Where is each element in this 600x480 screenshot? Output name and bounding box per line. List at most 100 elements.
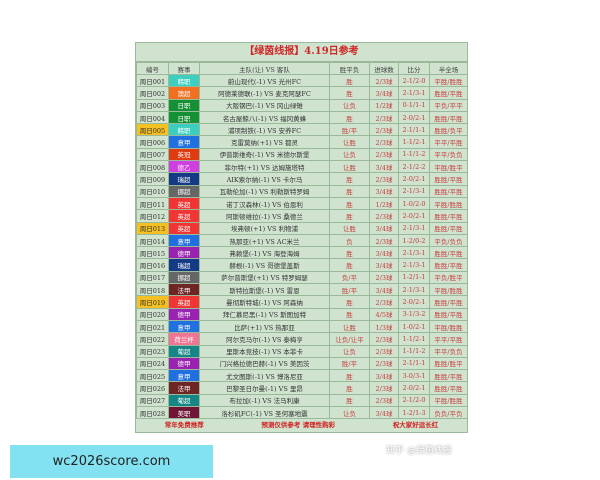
goals-prediction: 3/4球	[369, 160, 399, 174]
result-prediction: 负/平	[329, 270, 370, 285]
halftime-fulltime-prediction: 胜胜/平胜	[429, 369, 468, 383]
match-number: 周日023	[136, 344, 169, 358]
table-row: 周日019 英超 曼彻斯特城(-1) VS 阿森纳胜 2/3球 2-0/2-1 胜胜/平胜	[136, 295, 468, 309]
result-prediction: 胜	[329, 393, 370, 408]
goals-prediction: 2/3球	[369, 123, 399, 137]
match-teams: 赫根(-1) VS 哥德堡盖斯	[199, 258, 330, 272]
column-header: 主队(让) VS 客队	[199, 62, 330, 75]
column-header: 进球数	[369, 62, 399, 75]
league-badge: 英超	[168, 209, 200, 223]
goals-prediction: 2/3球	[369, 233, 399, 248]
table-row: 周日016 瑞超 赫根(-1) VS 哥德堡盖斯胜 3/4球 2-1/3-1 胜胜/平胜	[136, 258, 468, 272]
halftime-fulltime-prediction: 平胜/胜胜	[429, 196, 468, 211]
footer-text: 祝大家好运长红	[392, 421, 439, 430]
match-teams: 斯特拉斯堡(-1) VS 雷恩	[199, 283, 330, 297]
table-row: 周日008 德乙 菲尔特(+1) VS 达姆施塔特 让胜 3/4球 2-1/2-2 平胜/胜…	[136, 160, 468, 174]
league-badge: 日职	[168, 110, 200, 125]
table-row: 周日018 法甲 斯特拉斯堡(-1) VS 雷恩 胜/平 3/4球 2-1/3-1 平胜/胜…	[136, 283, 468, 297]
column-header: 编号	[136, 62, 169, 75]
match-number: 周日016	[136, 258, 169, 272]
score-prediction: 0-1/1-1	[398, 98, 430, 112]
match-number: 周日022	[136, 332, 169, 346]
result-prediction: 胜	[329, 258, 370, 272]
table-row: 周日001 韩职 蔚山现代(-1) VS 光州FC 胜 2/3球 2-1/2-0 平胜/胜胜	[136, 73, 468, 88]
goals-prediction: 1/2球	[369, 98, 399, 112]
halftime-fulltime-prediction: 平胜/胜胜	[429, 283, 468, 297]
match-number: 周日003	[136, 98, 169, 112]
goals-prediction: 2/3球	[369, 393, 399, 408]
result-prediction: 让负	[329, 406, 370, 420]
result-prediction: 胜	[329, 196, 370, 211]
halftime-fulltime-prediction: 平负/平平	[429, 98, 468, 112]
result-prediction: 让胜	[329, 160, 370, 174]
match-teams: 弗赖堡(-1) VS 海登海姆	[199, 246, 330, 260]
table-row: 周日009 瑞超 AIK索尔纳(-1) VS 卡尔马胜 2/3球 2-0/2-1 胜胜/平…	[136, 172, 468, 186]
table-row: 周日026 法甲 巴黎圣日尔曼(-1) VS 里昂胜 2/3球 2-0/2-1 胜胜/平胜	[136, 381, 468, 395]
match-number: 周日005	[136, 123, 169, 137]
score-prediction: 1-0/2-0	[398, 196, 430, 211]
site-watermark: wc2026score.com	[10, 445, 213, 478]
goals-prediction: 2/3球	[369, 381, 399, 395]
goals-prediction: 3/4球	[369, 258, 399, 272]
match-teams: 浦项制铁(-1) VS 安养FC	[199, 123, 330, 137]
match-number: 周日014	[136, 233, 169, 248]
score-prediction: 1-2/0-2	[398, 233, 430, 248]
goals-prediction: 1/3球	[369, 319, 399, 334]
column-header: 赛事	[168, 62, 200, 75]
result-prediction: 胜	[329, 246, 370, 260]
goals-prediction: 2/3球	[369, 209, 399, 223]
score-prediction: 3-1/3-2	[398, 307, 430, 321]
halftime-fulltime-prediction: 平胜/胜平	[429, 160, 468, 174]
goals-prediction: 4/5球	[369, 307, 399, 321]
match-teams: 萨尔普斯堡(+1) VS 特罗姆瑟	[199, 270, 330, 285]
league-badge: 葡超	[168, 344, 200, 358]
table-row: 周日014 意甲 热那亚(+1) VS AC米兰负 2/3球 1-2/0-2 平负/负负	[136, 233, 468, 248]
match-number: 周日015	[136, 246, 169, 260]
result-prediction: 让胜	[329, 221, 370, 235]
goals-prediction: 2/3球	[369, 270, 399, 285]
match-teams: 阿斯顿维拉(-1) VS 桑德兰	[199, 209, 330, 223]
table-row: 周日013 英超 埃弗顿(+1) VS 利物浦 让胜 3/4球 2-1/3-1 胜胜/平胜	[136, 221, 468, 235]
halftime-fulltime-prediction: 胜胜/平胜	[429, 209, 468, 223]
halftime-fulltime-prediction: 平胜/胜胜	[429, 73, 468, 88]
result-prediction: 胜	[329, 295, 370, 309]
score-prediction: 2-1/3-1	[398, 184, 430, 198]
table-row: 周日020 德甲 拜仁慕尼黑(-1) VS 斯图加特胜 4/5球 3-1/3-2 胜胜/平…	[136, 307, 468, 321]
result-prediction: 胜	[329, 307, 370, 321]
match-number: 周日007	[136, 147, 169, 162]
score-prediction: 1-2/1-1	[398, 270, 430, 285]
sheet-footer: 常年免费推荐 预测仅供参考 请理性购彩 祝大家好运长红	[136, 419, 467, 432]
halftime-fulltime-prediction: 胜胜/平胜	[429, 86, 468, 100]
goals-prediction: 1/2球	[369, 196, 399, 211]
table-row: 周日028 美职 洛杉矶FC(-1) VS 圣何塞地震 让负 3/4球 1-2/1-3 负负…	[136, 406, 468, 420]
result-prediction: 胜	[329, 381, 370, 395]
league-badge: 意甲	[168, 369, 200, 383]
match-teams: 拜仁慕尼黑(-1) VS 斯图加特	[199, 307, 330, 321]
match-teams: 蔚山现代(-1) VS 光州FC	[199, 73, 330, 88]
column-header: 半全场	[429, 62, 468, 75]
league-badge: 英超	[168, 196, 200, 211]
result-prediction: 胜	[329, 172, 370, 186]
match-teams: 阿德莱德联(-1) VS 麦克阿瑟FC	[199, 86, 330, 100]
result-prediction: 胜/平	[329, 356, 370, 371]
match-number: 周日018	[136, 283, 169, 297]
result-prediction: 胜	[329, 73, 370, 88]
score-prediction: 2-1/2-2	[398, 160, 430, 174]
footer-text: 预测仅供参考 请理性购彩	[261, 421, 336, 430]
halftime-fulltime-prediction: 平平/平胜	[429, 135, 468, 149]
score-prediction: 2-1/1-1	[398, 123, 430, 137]
table-row: 周日015 德甲 弗赖堡(-1) VS 海登海姆胜 3/4球 2-1/3-1 胜胜/平胜	[136, 246, 468, 260]
halftime-fulltime-prediction: 平负/胜平	[429, 270, 468, 285]
table-row: 周日027 葡超 布拉加(-1) VS 法马利康胜 2/3球 2-1/2-0 平胜/胜胜	[136, 393, 468, 408]
league-badge: 英超	[168, 221, 200, 235]
match-teams: 热那亚(+1) VS AC米兰	[199, 233, 330, 248]
result-prediction: 让胜	[329, 319, 370, 334]
score-prediction: 2-0/2-1	[398, 110, 430, 125]
result-prediction: 让胜	[329, 135, 370, 149]
goals-prediction: 2/3球	[369, 73, 399, 88]
goals-prediction: 3/4球	[369, 246, 399, 260]
footer-text: 常年免费推荐	[164, 421, 204, 430]
table-row: 周日002 澳超 阿德莱德联(-1) VS 麦克阿瑟FC 胜 3/4球 2-1/3-1 胜胜…	[136, 86, 468, 100]
result-prediction: 胜	[329, 110, 370, 125]
result-prediction: 胜	[329, 369, 370, 383]
